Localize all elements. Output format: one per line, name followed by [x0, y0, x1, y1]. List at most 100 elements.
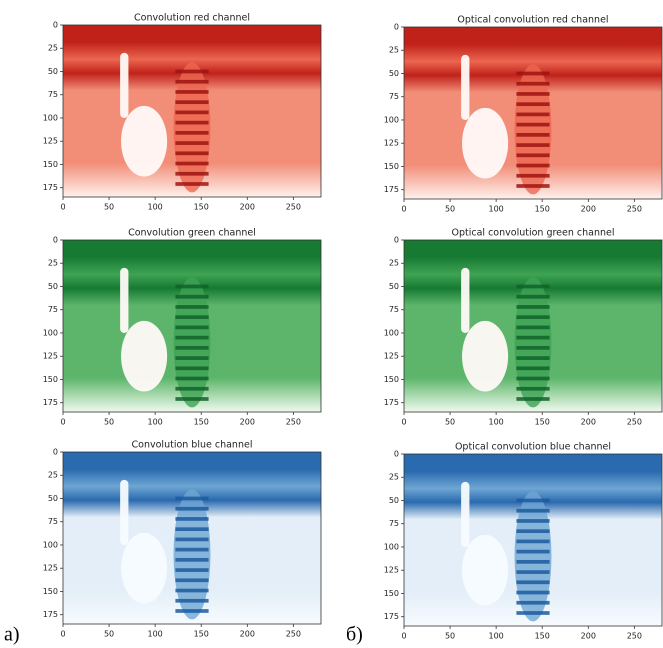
image-detail — [516, 376, 550, 381]
y-tick-label: 175 — [43, 183, 58, 192]
x-tick-label: 100 — [148, 630, 163, 639]
y-tick-label: 50 — [48, 282, 58, 291]
y-tick-label: 25 — [48, 44, 58, 53]
x-tick-label: 150 — [535, 205, 550, 214]
image-detail — [516, 519, 550, 523]
image-detail — [175, 182, 209, 186]
image-detail — [175, 120, 209, 125]
y-tick-label: 75 — [389, 519, 399, 528]
image-detail — [175, 345, 209, 350]
image-detail — [516, 397, 550, 401]
image-frame — [62, 451, 322, 625]
image-detail — [175, 110, 209, 115]
y-tick-label: 25 — [48, 471, 58, 480]
y-tick-label: 75 — [48, 305, 58, 314]
image-frame — [403, 453, 663, 627]
image-detail — [175, 386, 209, 391]
y-tick-label: 175 — [384, 398, 399, 407]
y-tick-label: 150 — [43, 587, 58, 596]
image-detail — [121, 532, 168, 604]
image-detail — [514, 277, 552, 408]
image-detail — [516, 386, 550, 391]
image-detail — [173, 489, 211, 620]
image-detail — [175, 506, 209, 511]
x-tick-label: 50 — [104, 418, 114, 427]
y-tick-label: 50 — [389, 69, 399, 78]
image-detail — [175, 171, 209, 176]
y-tick-label: 125 — [43, 137, 58, 146]
image-detail — [175, 315, 209, 320]
image — [63, 25, 321, 197]
image-detail — [175, 335, 209, 340]
y-tick-label: 0 — [394, 23, 399, 32]
y-tick-label: 25 — [389, 473, 399, 482]
x-tick-label: 250 — [286, 630, 301, 639]
image-detail — [516, 71, 550, 76]
image-detail — [175, 557, 209, 562]
image-detail — [516, 508, 550, 513]
x-tick-label: 50 — [445, 632, 455, 641]
image-detail — [120, 479, 129, 545]
image-frame — [403, 239, 663, 413]
image-detail — [516, 325, 550, 330]
image-detail — [516, 112, 550, 117]
y-tick-label: 75 — [389, 305, 399, 314]
y-tick-label: 25 — [389, 46, 399, 55]
x-tick-label: 150 — [535, 632, 550, 641]
image-detail — [175, 161, 209, 166]
image-detail — [516, 549, 550, 554]
image — [404, 240, 662, 412]
y-tick-label: 125 — [43, 352, 58, 361]
image-detail — [514, 491, 552, 622]
image-detail — [516, 498, 550, 503]
y-tick-label: 100 — [43, 540, 58, 549]
image-detail — [516, 345, 550, 350]
y-tick-label: 175 — [43, 610, 58, 619]
image-detail — [461, 54, 470, 120]
image-detail — [173, 62, 211, 193]
y-tick-label: 150 — [384, 589, 399, 598]
image-detail — [175, 305, 209, 309]
image-frame — [62, 239, 322, 413]
x-tick-label: 100 — [148, 203, 163, 212]
panel-title: Optical convolution green channel — [452, 228, 615, 239]
image-detail — [516, 335, 550, 340]
x-tick-label: 50 — [104, 203, 114, 212]
image-detail — [120, 267, 129, 333]
y-tick-label: 75 — [48, 90, 58, 99]
image-detail — [516, 366, 550, 371]
image-detail — [120, 52, 129, 118]
image-detail — [175, 376, 209, 381]
image-detail — [516, 356, 550, 360]
panel-title: Convolution green channel — [128, 228, 256, 239]
image-detail — [516, 529, 550, 534]
x-tick-label: 150 — [535, 418, 550, 427]
image-detail — [175, 284, 209, 289]
image-detail — [516, 590, 550, 595]
y-tick-label: 100 — [384, 115, 399, 124]
x-tick-label: 50 — [104, 630, 114, 639]
x-tick-label: 100 — [489, 632, 504, 641]
image-detail — [516, 570, 550, 574]
image-detail — [516, 163, 550, 168]
image-detail — [516, 600, 550, 605]
y-tick-label: 125 — [384, 566, 399, 575]
y-tick-label: 100 — [43, 328, 58, 337]
x-tick-label: 250 — [627, 418, 642, 427]
image-detail — [175, 547, 209, 552]
x-tick-label: 150 — [194, 203, 209, 212]
image-detail — [175, 517, 209, 521]
image-detail — [175, 325, 209, 330]
image-detail — [175, 366, 209, 371]
x-tick-label: 100 — [148, 418, 163, 427]
x-tick-label: 200 — [240, 418, 255, 427]
image-detail — [175, 90, 209, 94]
image-detail — [516, 143, 550, 147]
y-tick-label: 150 — [384, 375, 399, 384]
y-tick-label: 150 — [43, 160, 58, 169]
image-detail — [175, 100, 209, 105]
y-tick-label: 175 — [384, 612, 399, 621]
x-tick-label: 150 — [194, 418, 209, 427]
image-frame — [403, 26, 663, 200]
y-tick-label: 100 — [384, 328, 399, 337]
